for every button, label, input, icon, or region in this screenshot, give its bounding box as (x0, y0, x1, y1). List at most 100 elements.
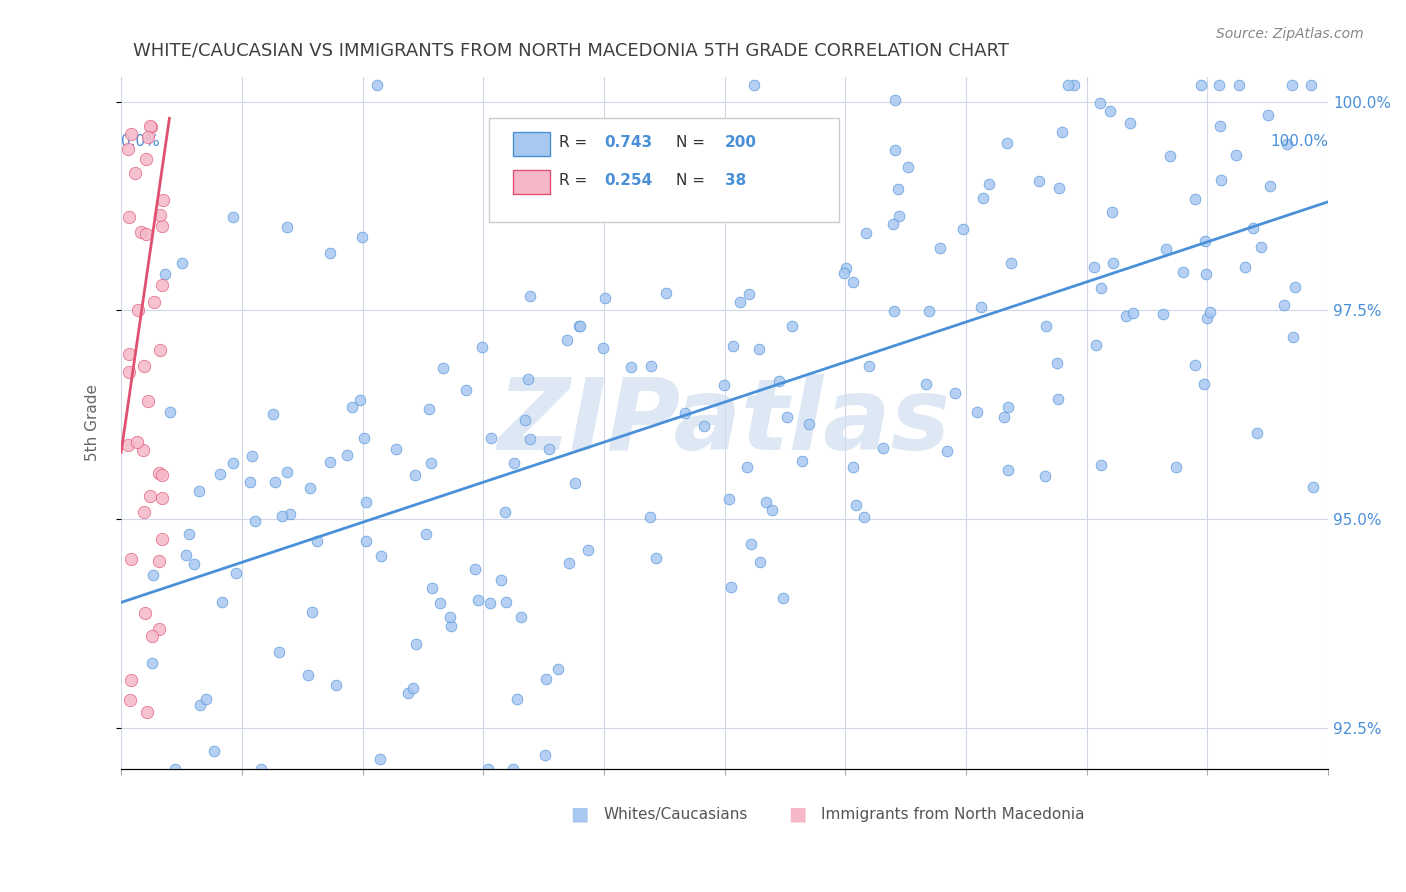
Point (152, 193, 174, 207)
Point (150, 467, 173, 482)
Point (405, 637, 427, 651)
Point (1046, 392, 1069, 406)
Point (1098, 103, 1121, 118)
Point (752, 117, 775, 131)
Point (264, 475, 287, 489)
Point (510, 610, 533, 624)
Point (1090, 95, 1112, 110)
Point (139, 120, 162, 134)
Point (1284, 280, 1306, 294)
Point (780, 318, 803, 333)
Text: WHITE/CAUCASIAN VS IMMIGRANTS FROM NORTH MACEDONIA 5TH GRADE CORRELATION CHART: WHITE/CAUCASIAN VS IMMIGRANTS FROM NORTH… (134, 42, 1010, 60)
Point (402, 681, 425, 695)
Point (526, 136, 548, 150)
Point (1119, 116, 1142, 130)
Point (478, 596, 501, 610)
Point (477, 762, 499, 776)
Point (1033, 469, 1056, 483)
Point (195, 691, 218, 706)
Point (262, 407, 284, 421)
Point (620, 359, 643, 374)
Point (1000, 256, 1022, 270)
Point (240, 450, 263, 464)
Point (456, 383, 478, 397)
Point (148, 554, 170, 568)
Point (897, 160, 920, 174)
Point (352, 230, 374, 244)
Point (749, 555, 772, 569)
Point (1208, 78, 1230, 92)
Point (131, 442, 153, 457)
Point (742, 78, 765, 92)
Point (918, 304, 941, 318)
Point (761, 503, 783, 517)
Point (1258, 179, 1281, 194)
Point (883, 143, 905, 157)
Point (655, 285, 678, 300)
FancyBboxPatch shape (513, 132, 550, 156)
Point (1152, 307, 1174, 321)
Point (1257, 107, 1279, 121)
Point (506, 692, 529, 706)
Point (842, 459, 865, 474)
Point (640, 359, 662, 373)
Point (118, 693, 141, 707)
Point (340, 400, 363, 414)
Point (429, 596, 451, 610)
Point (1184, 358, 1206, 372)
Point (174, 548, 197, 562)
Point (713, 377, 735, 392)
Point (1184, 193, 1206, 207)
Point (1050, 125, 1073, 139)
Point (547, 662, 569, 676)
Point (319, 245, 342, 260)
Point (755, 494, 778, 508)
Point (718, 491, 741, 506)
Point (1209, 172, 1232, 186)
Point (299, 482, 322, 496)
Point (142, 567, 165, 582)
Point (134, 606, 156, 620)
Point (141, 656, 163, 670)
Point (117, 142, 139, 156)
Point (1250, 240, 1272, 254)
Point (887, 182, 910, 196)
Point (249, 762, 271, 776)
Point (366, 78, 388, 92)
Point (790, 454, 813, 468)
Text: ■: ■ (571, 805, 589, 824)
Point (1281, 330, 1303, 344)
Point (502, 762, 524, 776)
Point (1164, 460, 1187, 475)
Text: 0.0%: 0.0% (121, 134, 160, 149)
Point (776, 409, 799, 424)
Point (305, 533, 328, 548)
Point (997, 401, 1019, 415)
Point (404, 468, 426, 483)
Text: 38: 38 (724, 173, 747, 188)
Point (121, 673, 143, 688)
Point (136, 705, 159, 719)
Point (467, 593, 489, 607)
Point (1194, 234, 1216, 248)
Text: Source: ZipAtlas.com: Source: ZipAtlas.com (1216, 27, 1364, 41)
Point (149, 207, 172, 221)
Point (354, 533, 377, 548)
Point (211, 595, 233, 609)
Point (420, 456, 443, 470)
Point (489, 574, 512, 588)
Point (569, 318, 592, 333)
Point (1159, 149, 1181, 163)
Text: 100.0%: 100.0% (1270, 134, 1329, 149)
Point (1083, 260, 1105, 274)
Text: 0.743: 0.743 (605, 135, 652, 150)
Point (276, 465, 298, 479)
Point (952, 222, 974, 236)
Point (124, 165, 146, 179)
Point (993, 410, 1015, 425)
Text: N =: N = (676, 135, 710, 150)
Point (768, 374, 790, 388)
Point (325, 678, 347, 692)
Point (1225, 148, 1247, 162)
Point (188, 698, 211, 712)
